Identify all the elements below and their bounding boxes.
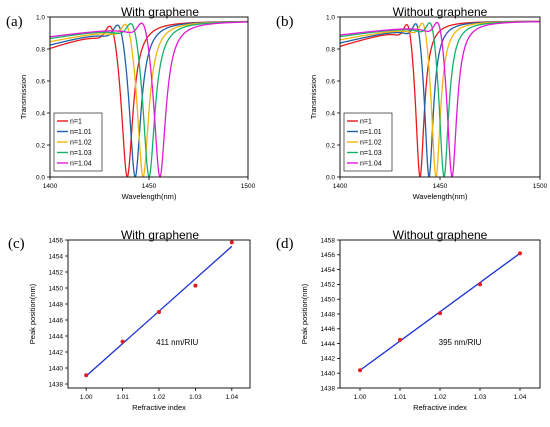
y-axis-label: Transmission [309, 75, 318, 119]
y-tick-label: 1446 [49, 317, 64, 324]
chart-title: Without graphene [393, 5, 488, 19]
x-tick-label: 1.03 [474, 394, 487, 401]
legend: n=1 n=1.01 n=1.02 n=1.03 n=1.04 [343, 112, 393, 172]
data-point-4 [229, 240, 234, 245]
panel-label: (d) [276, 236, 294, 252]
plot-area [340, 20, 540, 177]
data-point-4 [518, 251, 522, 256]
legend-entry: n=1 [70, 119, 82, 126]
data-point-0 [358, 368, 362, 373]
data-point-1 [120, 339, 125, 344]
y-tick-label: 0.4 [36, 110, 45, 117]
slope-annotation: 411 nm/RIU [156, 338, 198, 347]
legend-entry: n=1.02 [360, 140, 382, 147]
x-tick-label: 1.02 [153, 394, 166, 401]
y-tick-label: 1454 [321, 267, 336, 274]
x-tick-label: 1.00 [354, 394, 367, 401]
data-point-3 [193, 283, 198, 288]
panel-c: (c) With graphene 411 nm/RIU 1.00 1.01 1.02 1.… [8, 228, 251, 412]
y-tick-label: 1446 [321, 326, 336, 333]
y-tick-label: 0.0 [36, 174, 45, 181]
x-tick-label: 1.03 [189, 394, 202, 401]
x-axis-label: Refractive index [132, 403, 186, 412]
y-tick-label: 1452 [49, 269, 64, 276]
data-point-2 [157, 310, 161, 314]
y-tick-label: 1.0 [326, 14, 335, 21]
y-tick-label: 1440 [321, 371, 336, 378]
series-line-4 [50, 21, 248, 177]
y-tick-label: 1454 [49, 253, 64, 260]
chart-title: With graphene [121, 228, 199, 242]
y-tick-label: 0.6 [326, 78, 335, 85]
chart-title: With graphene [121, 5, 199, 19]
panel-d: (d) Without graphene 395 nm/RIU 1.00 1.01 1.0… [276, 228, 541, 412]
legend-entry: n=1.01 [360, 129, 382, 136]
y-tick-label: 1444 [49, 333, 64, 340]
panel-b: (b) Without graphene 1400 1450 1500 0.0 0.2 0.4… [276, 5, 548, 201]
series-line-4 [340, 21, 540, 177]
y-tick-label: 0.8 [36, 46, 45, 53]
x-axis-label: Wavelength(nm) [413, 192, 468, 201]
x-tick-label: 1.01 [394, 394, 407, 401]
x-tick-label: 1400 [333, 183, 348, 190]
legend-entry: n=1.04 [360, 161, 382, 168]
x-tick-label: 1500 [241, 183, 256, 190]
x-tick-label: 1.01 [116, 394, 129, 401]
x-tick-label: 1500 [533, 183, 548, 190]
data-point-3 [478, 282, 482, 287]
y-tick-label: 0.6 [36, 78, 45, 85]
x-tick-label: 1.02 [434, 394, 447, 401]
y-axis-label: Transmission [19, 75, 28, 119]
data-point-0 [84, 373, 89, 378]
y-axis-label: Peak position(nm) [28, 283, 37, 344]
y-tick-label: 1438 [321, 385, 336, 392]
x-tick-label: 1.00 [80, 394, 93, 401]
legend-entry: n=1.01 [70, 129, 92, 136]
y-tick-label: 1444 [321, 341, 336, 348]
y-tick-label: 1448 [321, 311, 336, 318]
data-point-1 [398, 337, 402, 342]
x-tick-label: 1.04 [514, 394, 527, 401]
y-tick-label: 1456 [321, 252, 336, 259]
chart-title: Without graphene [393, 228, 488, 242]
plot-area [358, 251, 522, 373]
y-tick-label: 1456 [49, 237, 64, 244]
y-tick-label: 1438 [49, 381, 64, 388]
x-tick-label: 1400 [43, 183, 58, 190]
y-tick-label: 1458 [321, 237, 336, 244]
y-tick-label: 1442 [49, 349, 64, 356]
y-tick-label: 1440 [49, 365, 64, 372]
x-axis-label: Wavelength(nm) [122, 192, 177, 201]
y-axis-label: Peak position(nm) [300, 283, 309, 344]
plot-area [84, 240, 234, 378]
data-point-2 [438, 311, 442, 316]
legend-entry: n=1.03 [360, 150, 382, 157]
panel-a: (a) With graphene 1400 1450 1500 0.0 0.2 0.4 0.6… [6, 5, 256, 201]
panel-label: (c) [8, 236, 25, 252]
y-tick-label: 1.0 [36, 14, 45, 21]
x-tick-label: 1450 [142, 183, 157, 190]
y-tick-label: 0.2 [36, 142, 45, 149]
y-tick-label: 0.8 [326, 46, 335, 53]
panel-label: (a) [6, 14, 23, 30]
panel-label: (b) [276, 14, 294, 30]
y-tick-label: 0.4 [326, 110, 335, 117]
slope-annotation: 395 nm/RIU [439, 338, 482, 347]
y-tick-label: 1450 [49, 285, 64, 292]
y-tick-label: 1442 [321, 356, 336, 363]
legend-entry: n=1.04 [70, 161, 92, 168]
x-tick-label: 1450 [433, 183, 448, 190]
y-tick-label: 0.0 [326, 174, 335, 181]
legend-entry: n=1.02 [70, 140, 92, 147]
x-tick-label: 1.04 [225, 394, 238, 401]
x-axis-label: Refractive index [413, 403, 467, 412]
y-tick-label: 0.2 [326, 142, 335, 149]
y-tick-label: 1450 [321, 297, 336, 304]
legend-entry: n=1 [360, 119, 372, 126]
legend-entry: n=1.03 [70, 150, 92, 157]
y-tick-label: 1448 [49, 301, 64, 308]
y-tick-label: 1452 [321, 282, 336, 289]
legend: n=1 n=1.01 n=1.02 n=1.03 n=1.04 [53, 112, 103, 172]
